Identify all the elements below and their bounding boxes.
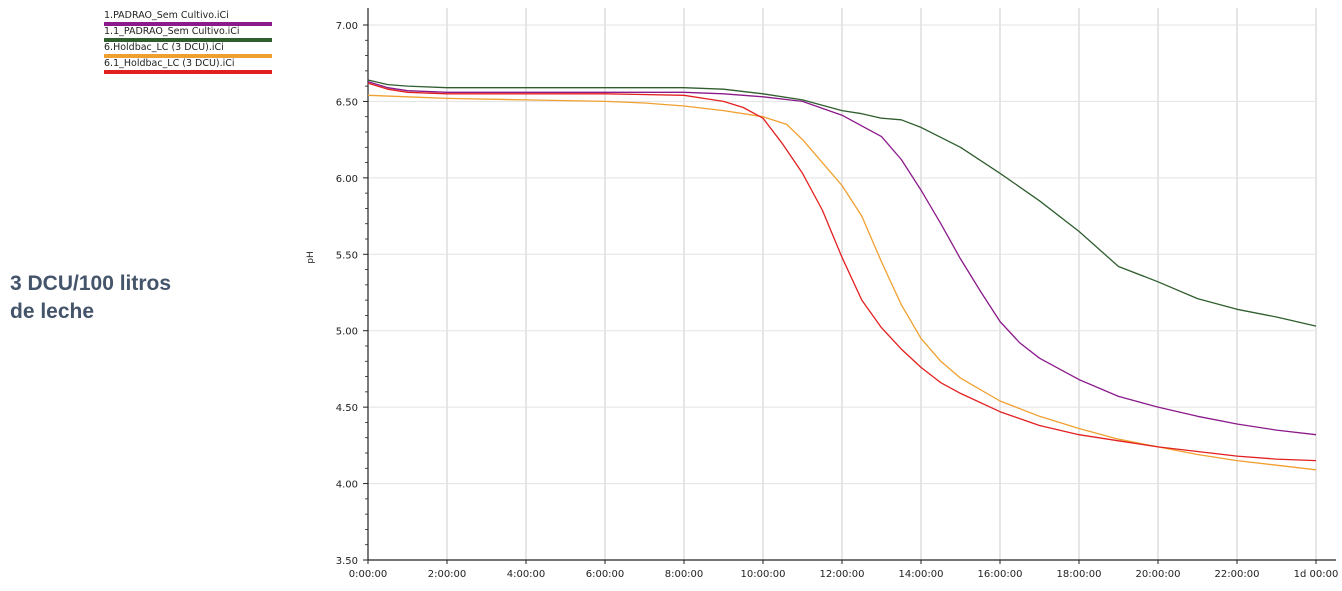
- y-tick-label: 4.00: [336, 480, 358, 491]
- y-tick-label: 6.00: [336, 174, 358, 185]
- side-note: 3 DCU/100 litros de leche: [10, 270, 270, 326]
- legend-swatch-1: [104, 22, 272, 26]
- legend-item-4: 6.1_Holdbac_LC (3 DCU).iCi: [104, 58, 274, 74]
- legend-item-1: 1.PADRAO_Sem Cultivo.iCi: [104, 10, 274, 26]
- y-axis-label: pH: [306, 251, 316, 263]
- y-tick-label: 4.50: [336, 403, 358, 414]
- y-tick-label: 5.50: [336, 250, 358, 261]
- y-tick-label: 3.50: [336, 556, 358, 567]
- x-tick-label: 1d 00:00: [1294, 569, 1339, 580]
- x-tick-label: 10:00:00: [741, 569, 786, 580]
- y-tick-label: 7.00: [336, 21, 358, 32]
- legend-label-1: 1.PADRAO_Sem Cultivo.iCi: [104, 10, 229, 21]
- chart-axes: [363, 8, 1336, 564]
- x-tick-label: 2:00:00: [428, 569, 467, 580]
- chart-series: [367, 79, 1317, 471]
- x-tick-label: 22:00:00: [1215, 569, 1260, 580]
- legend-label-4: 6.1_Holdbac_LC (3 DCU).iCi: [104, 58, 235, 69]
- x-tick-label: 12:00:00: [820, 569, 865, 580]
- legend-swatch-4: [104, 70, 272, 74]
- chart-tick-labels: 0:00:00 2:00:00 4:00:00 6:00:00 8:00:00 10:00…: [336, 21, 1339, 580]
- series-line-3: [367, 94, 1317, 471]
- legend-item-3: 6.Holdbac_LC (3 DCU).iCi: [104, 42, 274, 58]
- x-tick-label: 6:00:00: [586, 569, 625, 580]
- y-tick-label: 5.00: [336, 327, 358, 338]
- legend-swatch-3: [104, 54, 272, 58]
- legend-item-2: 1.1_PADRAO_Sem Cultivo.iCi: [104, 26, 274, 42]
- legend-swatch-2: [104, 38, 272, 42]
- x-tick-label: 0:00:00: [349, 569, 388, 580]
- legend-label-2: 1.1_PADRAO_Sem Cultivo.iCi: [104, 26, 240, 37]
- x-tick-label: 16:00:00: [978, 569, 1023, 580]
- series-line-2: [367, 79, 1317, 327]
- x-tick-label: 18:00:00: [1057, 569, 1102, 580]
- side-note-line-2: de leche: [10, 300, 95, 323]
- chart-grid: [368, 8, 1317, 560]
- series-line-4: [367, 82, 1317, 462]
- legend-label-3: 6.Holdbac_LC (3 DCU).iCi: [104, 42, 224, 53]
- x-tick-label: 14:00:00: [899, 569, 944, 580]
- x-tick-label: 20:00:00: [1136, 569, 1181, 580]
- y-tick-label: 6.50: [336, 97, 358, 108]
- series-line-1: [367, 80, 1317, 436]
- chart-legend: 1.PADRAO_Sem Cultivo.iCi 1.1_PADRAO_Sem …: [104, 10, 274, 74]
- x-tick-label: 8:00:00: [665, 569, 704, 580]
- side-note-line-1: 3 DCU/100 litros: [10, 272, 172, 295]
- x-tick-label: 4:00:00: [507, 569, 546, 580]
